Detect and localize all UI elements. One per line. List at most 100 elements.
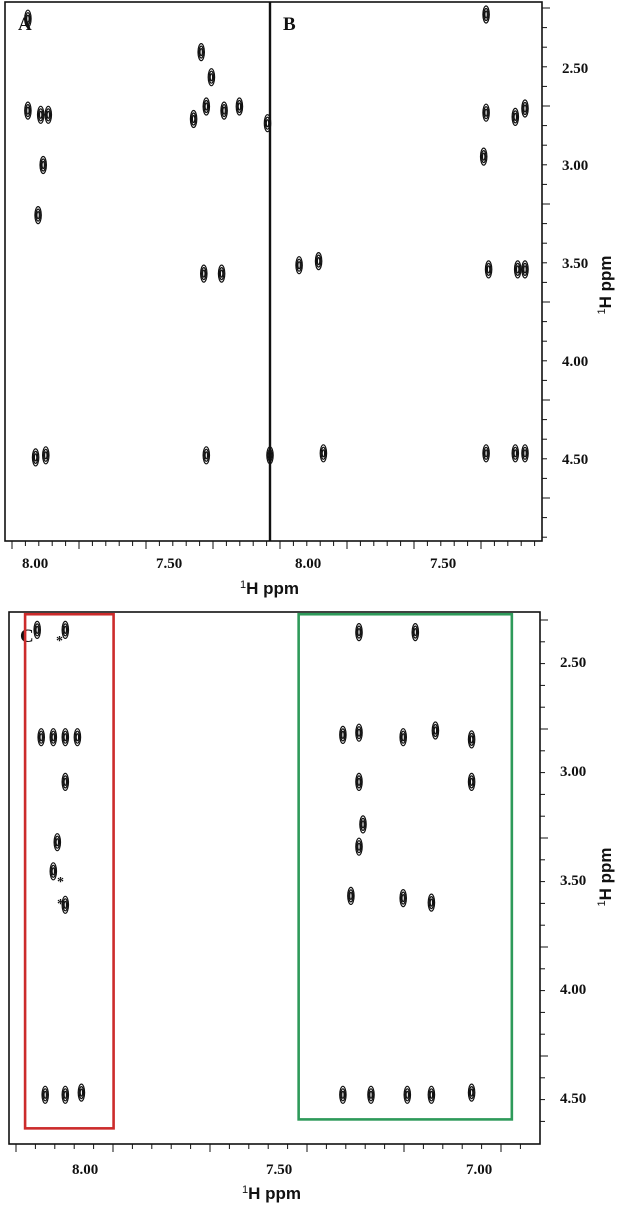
y-tick-label: 4.50	[560, 1091, 586, 1107]
nmr-peak	[482, 444, 490, 463]
y-axis-minor-ticks-ab	[542, 7, 550, 538]
panel-b-peaks	[295, 5, 529, 463]
nmr-peak	[49, 728, 58, 747]
nmr-peak	[73, 728, 82, 747]
nmr-peak	[24, 9, 32, 28]
y-tick-label: 3.50	[562, 256, 588, 272]
nmr-peak	[479, 147, 488, 166]
panel-label-c: C	[20, 626, 34, 647]
nmr-peak	[295, 256, 303, 275]
nmr-peak	[200, 264, 208, 283]
y-axis-title-ab: 1H ppm	[596, 255, 615, 314]
nmr-peak	[220, 101, 228, 120]
nmr-peak	[521, 99, 529, 118]
nmr-peak	[339, 1085, 347, 1104]
nmr-peak	[355, 837, 363, 856]
x-tick-label: 8.00	[295, 556, 321, 572]
nmr-peak	[263, 114, 272, 133]
nmr-peak	[202, 97, 211, 116]
nmr-peak	[202, 446, 211, 465]
y-tick-label: 3.00	[562, 158, 588, 174]
nmr-peak	[399, 728, 408, 747]
nmr-peak	[511, 444, 520, 463]
nmr-peak	[314, 252, 323, 271]
panel-c-highlight-boxes	[23, 612, 514, 1130]
peak-annotation-star: *	[56, 634, 63, 649]
nmr-peak	[367, 1085, 375, 1104]
nmr-peak	[355, 622, 363, 642]
panel-c-peaks	[33, 620, 476, 1104]
nmr-peak	[53, 833, 62, 852]
nmr-peak	[339, 725, 347, 745]
nmr-peak	[431, 721, 440, 740]
x-tick-label: 8.00	[72, 1162, 98, 1178]
nmr-peak	[355, 723, 363, 742]
y-axis-minor-ticks-c	[540, 619, 548, 1122]
nmr-peak	[427, 893, 436, 912]
nmr-peak	[482, 103, 490, 122]
nmr-peak	[49, 862, 58, 881]
nmr-peak	[521, 260, 529, 279]
x-axis-title-ab: 1H ppm	[240, 579, 299, 598]
x-tick-label: 7.50	[430, 556, 456, 572]
x-tick-label: 7.00	[466, 1162, 492, 1178]
y-tick-label: 2.50	[560, 655, 586, 671]
panel-c-frame	[8, 611, 541, 1145]
nmr-peak	[319, 444, 328, 463]
nmr-peak	[467, 1083, 476, 1102]
panel-a-peaks	[24, 9, 274, 467]
highlight-box	[23, 612, 115, 1130]
nmr-peak	[511, 107, 520, 127]
nmr-peak	[467, 772, 476, 792]
nmr-peak	[61, 1085, 70, 1104]
nmr-peak	[467, 730, 476, 749]
x-axis-title-c: 1H ppm	[242, 1184, 301, 1203]
y-tick-label: 3.50	[560, 873, 586, 889]
nmr-peak	[347, 886, 355, 906]
y-tick-label: 4.50	[562, 452, 588, 468]
x-axis-ticks-c: 8.00 7.50 7.00	[72, 1162, 492, 1178]
nmr-peak	[207, 68, 216, 87]
nmr-peak	[235, 97, 244, 116]
x-axis-ticks-ab: 8.00 7.50 8.00 7.50	[22, 556, 456, 572]
x-axis-minor-ticks-c	[15, 1144, 521, 1152]
nmr-peak	[427, 1085, 436, 1104]
nmr-peak	[77, 1083, 86, 1102]
peak-annotation-star: *	[57, 875, 64, 890]
y-tick-label: 2.50	[562, 61, 588, 77]
nmr-peak	[482, 5, 490, 24]
panel-ab-frame	[4, 1, 543, 542]
y-tick-label: 4.00	[560, 982, 586, 998]
y-axis-ticks-c: 2.50 3.00 3.50 4.00 4.50	[560, 655, 586, 1107]
nmr-peak	[36, 105, 45, 124]
peak-annotation-star: *	[57, 897, 64, 912]
nmr-peak	[37, 728, 46, 747]
x-tick-label: 7.50	[266, 1162, 292, 1178]
nmr-peak	[44, 105, 53, 124]
y-axis-ticks-ab: 2.50 3.00 3.50 4.00 4.50	[562, 61, 588, 468]
nmr-peak	[484, 260, 493, 279]
nmr-peak	[266, 446, 274, 465]
highlight-box	[297, 612, 514, 1121]
nmr-peak	[61, 772, 70, 792]
nmr-peak	[31, 448, 40, 467]
nmr-peak	[513, 260, 522, 279]
nmr-peak	[39, 155, 48, 175]
nmr-peak	[355, 772, 363, 792]
y-axis-title-c: 1H ppm	[596, 847, 615, 906]
nmr-peak	[403, 1085, 412, 1104]
nmr-peak	[61, 895, 70, 914]
nmr-peak	[41, 446, 50, 465]
nmr-peak	[411, 622, 420, 642]
x-tick-label: 7.50	[156, 556, 182, 572]
nmr-peak	[359, 815, 367, 834]
nmr-peak	[217, 264, 226, 283]
nmr-peak	[521, 444, 529, 463]
nmr-peak	[41, 1085, 50, 1104]
x-tick-label: 8.00	[22, 556, 48, 572]
nmr-peak	[34, 206, 42, 225]
nmr-peak	[61, 620, 70, 640]
nmr-peak	[399, 888, 408, 908]
x-axis-minor-ticks-ab	[11, 541, 536, 549]
